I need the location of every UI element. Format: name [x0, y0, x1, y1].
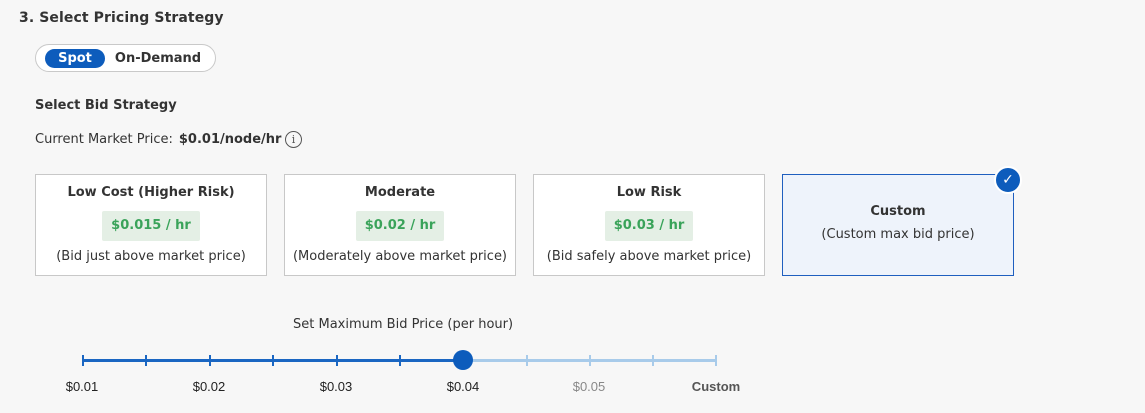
toggle-on-demand[interactable]: On-Demand	[114, 51, 202, 66]
card-name: Low Cost (Higher Risk)	[67, 185, 235, 200]
pricing-toggle: Spot On-Demand	[35, 44, 216, 72]
card-low-cost[interactable]: Low Cost (Higher Risk) $0.015 / hr (Bid …	[35, 174, 267, 276]
card-price: $0.02 / hr	[355, 211, 445, 241]
card-custom[interactable]: Custom (Custom max bid price)	[782, 174, 1014, 276]
card-price: $0.015 / hr	[102, 211, 200, 241]
slider-tick	[336, 355, 338, 366]
slider-tick	[82, 355, 84, 366]
toggle-spot[interactable]: Spot	[45, 49, 105, 68]
slider-tick	[715, 355, 717, 366]
card-desc: (Bid safely above market price)	[546, 249, 752, 264]
slider-tick	[399, 355, 401, 366]
card-name: Moderate	[364, 185, 436, 200]
card-name: Custom	[870, 204, 926, 219]
card-low-risk[interactable]: Low Risk $0.03 / hr (Bid safely above ma…	[533, 174, 765, 276]
slider-tick	[526, 355, 528, 366]
card-moderate[interactable]: Moderate $0.02 / hr (Moderately above ma…	[284, 174, 516, 276]
slider-tick	[209, 355, 211, 366]
slider-label-0.03: $0.03	[319, 379, 353, 394]
slider-label: Set Maximum Bid Price (per hour)	[293, 317, 514, 332]
slider-label-0.02: $0.02	[192, 379, 226, 394]
slider-label-0.05: $0.05	[572, 379, 606, 394]
bid-strategy-title: Select Bid Strategy	[35, 98, 177, 113]
slider-tick	[652, 355, 654, 366]
info-icon[interactable]: i	[285, 131, 302, 148]
card-price: $0.03 / hr	[604, 211, 694, 241]
slider-tick	[272, 355, 274, 366]
slider-handle[interactable]	[453, 350, 473, 370]
market-price-label: Current Market Price:	[35, 132, 173, 147]
slider-label-0.04: $0.04	[446, 379, 480, 394]
slider-label-custom: Custom	[691, 379, 741, 394]
slider-tick	[589, 355, 591, 366]
checkmark-icon: ✓	[994, 166, 1022, 194]
section-title: 3. Select Pricing Strategy	[19, 10, 224, 26]
slider-tick	[145, 355, 147, 366]
card-name: Low Risk	[616, 185, 682, 200]
card-desc: (Custom max bid price)	[821, 227, 975, 242]
market-price: Current Market Price: $0.01/node/hr	[35, 132, 281, 147]
card-desc: (Moderately above market price)	[292, 249, 508, 264]
card-desc: (Bid just above market price)	[56, 249, 246, 264]
slider-label-0.01: $0.01	[65, 379, 99, 394]
market-price-value: $0.01/node/hr	[178, 132, 282, 147]
